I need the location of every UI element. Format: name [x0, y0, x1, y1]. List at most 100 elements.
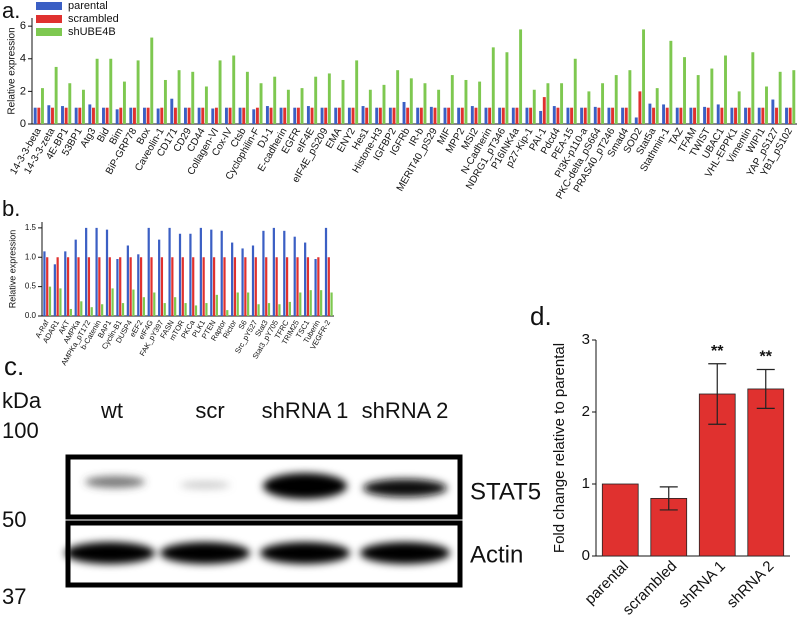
bar — [224, 107, 228, 124]
bar — [265, 257, 268, 316]
bar — [710, 68, 714, 124]
bar — [201, 107, 205, 124]
x-tick-label: shRNA 2 — [724, 558, 778, 612]
bar — [293, 107, 297, 124]
bar — [54, 66, 58, 124]
bar — [416, 107, 420, 124]
bar — [87, 257, 91, 316]
bar — [368, 89, 372, 124]
bar — [202, 257, 205, 316]
bar — [189, 233, 192, 316]
bar — [611, 107, 615, 124]
bar — [69, 308, 72, 316]
bar — [583, 107, 587, 124]
panel-label: a. — [2, 0, 20, 23]
bar — [409, 78, 413, 124]
bar — [47, 105, 51, 124]
bar — [132, 289, 135, 316]
bar — [275, 257, 278, 316]
bar — [214, 107, 218, 124]
bar — [665, 107, 669, 124]
bar — [265, 106, 269, 124]
bar — [573, 58, 577, 125]
band-label: STAT5 — [470, 478, 541, 505]
y-axis-label: Relative expression — [7, 230, 17, 309]
bar — [501, 107, 505, 124]
bar — [761, 107, 765, 124]
legend-swatch — [36, 2, 62, 10]
bar — [242, 107, 246, 124]
bar — [255, 107, 259, 124]
bar — [757, 107, 761, 124]
x-tick-label: shRNA 1 — [675, 558, 729, 612]
bar — [601, 483, 639, 557]
bar — [378, 107, 382, 124]
bar — [228, 107, 232, 124]
bar — [163, 303, 166, 316]
marker-label: 50 — [2, 507, 26, 532]
band — [363, 479, 447, 497]
bar — [304, 242, 307, 316]
bar — [139, 257, 143, 316]
bar — [300, 88, 304, 124]
bar — [116, 259, 119, 316]
y-tick-label: 2 — [582, 403, 590, 420]
bar — [324, 107, 328, 124]
bar — [293, 236, 296, 316]
bar — [539, 110, 543, 124]
lane-label: wt — [100, 398, 123, 423]
bar — [153, 292, 156, 316]
bar — [347, 107, 351, 124]
bar — [129, 107, 133, 124]
bar — [183, 107, 187, 124]
bar — [310, 107, 314, 124]
bar — [306, 257, 310, 316]
bar — [74, 107, 78, 124]
bar — [419, 107, 423, 124]
panel-label: b. — [2, 196, 20, 221]
bar — [163, 79, 167, 124]
bar — [529, 107, 533, 124]
blot-image — [65, 454, 463, 588]
bar — [269, 107, 273, 124]
y-axis-label: Relative expression — [7, 27, 18, 114]
bar — [515, 107, 519, 124]
bar — [775, 107, 778, 124]
bar — [232, 55, 236, 124]
bar — [244, 257, 247, 316]
bar — [105, 229, 109, 316]
bar — [689, 107, 693, 124]
band — [180, 481, 230, 489]
bar — [143, 107, 146, 124]
bar — [306, 106, 310, 124]
bar — [132, 107, 136, 124]
bar — [505, 52, 509, 124]
bar — [392, 107, 396, 124]
bar — [402, 101, 406, 124]
bar — [272, 227, 275, 316]
bar — [320, 290, 323, 316]
bar — [724, 55, 727, 124]
bar — [95, 227, 98, 316]
lane-label: shRNA 2 — [362, 398, 449, 423]
error-bar — [659, 486, 678, 511]
band — [160, 542, 250, 564]
band — [360, 542, 450, 564]
bar — [511, 107, 515, 124]
bar — [788, 107, 792, 124]
bar — [197, 107, 201, 124]
bar — [351, 107, 355, 124]
bar — [593, 106, 597, 124]
bar — [146, 107, 150, 124]
bar — [119, 257, 122, 316]
bar — [126, 245, 129, 316]
bar — [92, 107, 95, 124]
bar — [443, 107, 447, 124]
bar — [747, 107, 751, 124]
bar — [648, 103, 652, 124]
bar — [478, 81, 482, 124]
bar — [498, 107, 502, 124]
bar — [247, 292, 250, 316]
bar — [662, 104, 666, 124]
